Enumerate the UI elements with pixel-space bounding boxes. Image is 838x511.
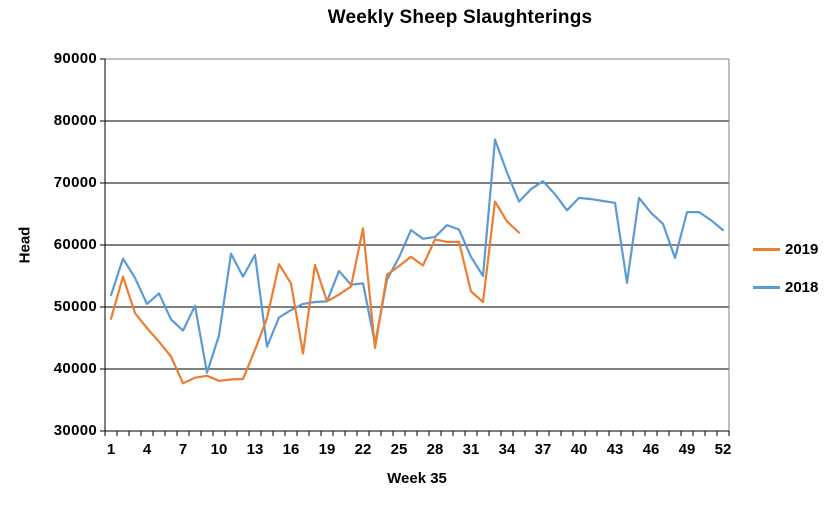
x-tick-label: 16 xyxy=(282,441,300,458)
y-tick-label: 80000 xyxy=(53,112,97,129)
x-tick-label: 22 xyxy=(354,441,372,458)
x-tick-label: 43 xyxy=(606,441,624,458)
x-tick-label: 28 xyxy=(426,441,444,458)
y-tick-label: 30000 xyxy=(53,422,97,439)
x-axis-title: Week 35 xyxy=(387,470,447,487)
x-tick-label: 25 xyxy=(390,441,408,458)
x-tick-label: 19 xyxy=(318,441,336,458)
x-tick-label: 49 xyxy=(678,441,696,458)
x-tick-label: 7 xyxy=(178,441,188,458)
x-tick-label: 52 xyxy=(714,441,732,458)
x-tick-label: 13 xyxy=(246,441,264,458)
x-tick-label: 37 xyxy=(534,441,552,458)
y-tick-label: 90000 xyxy=(53,50,97,67)
series-line-2019 xyxy=(109,200,521,385)
y-tick-label: 50000 xyxy=(53,298,97,315)
legend: 2019 2018 xyxy=(753,240,818,316)
x-tick-label: 31 xyxy=(462,441,480,458)
legend-label: 2019 xyxy=(785,240,819,258)
y-tick-label: 70000 xyxy=(53,174,97,191)
x-tick-label: 40 xyxy=(570,441,588,458)
series-line-2018 xyxy=(109,138,725,374)
legend-line-swatch xyxy=(753,247,780,251)
legend-entry-2019: 2019 xyxy=(753,240,818,258)
x-tick-label: 34 xyxy=(498,441,516,458)
x-tick-label: 46 xyxy=(642,441,660,458)
chart-title: Weekly Sheep Slaughterings xyxy=(327,7,593,28)
x-tick-label: 10 xyxy=(210,441,228,458)
x-tick-label: 1 xyxy=(106,441,116,458)
legend-line-swatch xyxy=(753,285,780,289)
y-tick-label: 60000 xyxy=(53,236,97,253)
x-tick-label: 4 xyxy=(142,441,152,458)
legend-entry-2018: 2018 xyxy=(753,278,818,296)
y-tick-label: 40000 xyxy=(53,360,97,377)
legend-label: 2018 xyxy=(785,278,819,296)
